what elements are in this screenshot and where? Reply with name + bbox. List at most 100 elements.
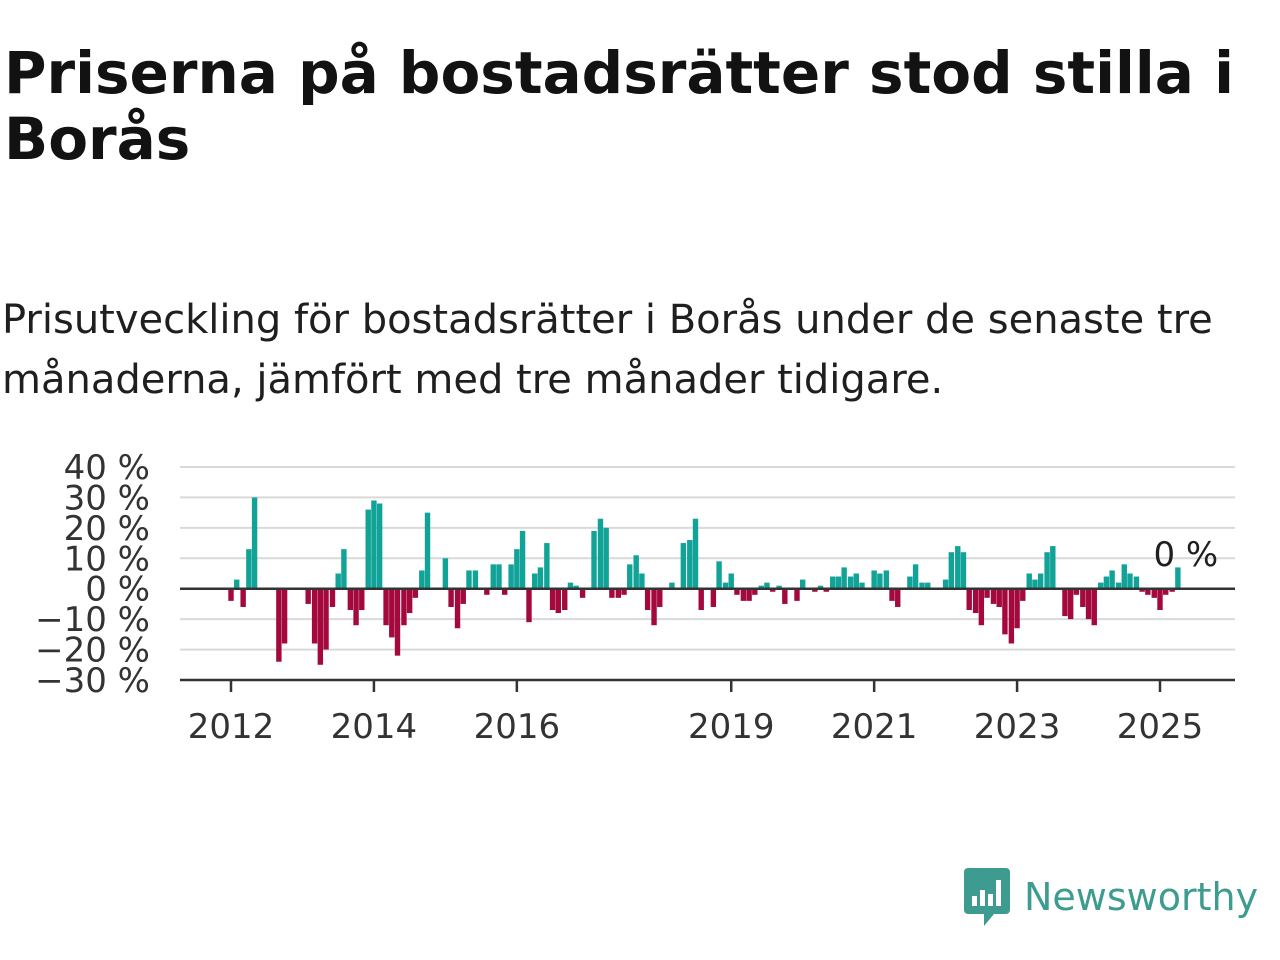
x-tick-label: 2019 <box>688 707 775 747</box>
x-tick-label: 2014 <box>331 707 418 747</box>
bar <box>562 588 568 611</box>
bar <box>942 579 949 589</box>
bar <box>1103 576 1110 589</box>
gridlines <box>180 466 1235 651</box>
x-tick-label: 2012 <box>188 707 275 747</box>
bar <box>335 573 341 589</box>
bar-chart: 40 %30 %20 %10 %0 %−10 %−20 %−30 % 2012 2… <box>35 448 1235 747</box>
bar <box>835 576 842 589</box>
bar <box>895 588 901 607</box>
bar <box>240 588 246 607</box>
bar <box>544 543 550 589</box>
bar <box>305 588 311 604</box>
bar <box>1163 588 1169 595</box>
bars <box>228 497 1181 665</box>
brand-name: Newsworthy <box>1024 875 1259 919</box>
bar <box>251 497 258 589</box>
bar <box>454 588 461 629</box>
x-tick-label: 2016 <box>474 707 561 747</box>
bar <box>341 549 347 589</box>
bar <box>329 588 336 607</box>
bar <box>365 509 371 589</box>
bar <box>323 588 329 650</box>
x-tick-label: 2021 <box>831 707 918 747</box>
x-axis-ticks: 2012 2014 2016 2019 2021 2023 2025 <box>188 680 1204 747</box>
bar <box>246 549 252 589</box>
bar <box>740 588 747 601</box>
bar <box>537 567 544 589</box>
bar <box>722 582 729 589</box>
bar <box>769 588 776 592</box>
bar <box>966 588 972 611</box>
bar <box>1008 588 1015 644</box>
bar <box>579 588 586 598</box>
bar <box>228 588 234 601</box>
bar <box>990 588 997 604</box>
bar <box>883 570 889 589</box>
bar <box>448 588 454 607</box>
bar <box>394 588 401 656</box>
y-tick-label: 0 % <box>85 570 150 610</box>
x-tick-label: 2025 <box>1117 707 1204 747</box>
bar <box>889 588 895 601</box>
bar <box>371 500 377 589</box>
bar <box>466 570 472 589</box>
bar <box>1062 588 1068 617</box>
bar <box>1097 582 1104 589</box>
bar <box>1067 588 1074 620</box>
chart-subtitle: Prisutveckling för bostadsrätter i Borås… <box>2 297 1213 403</box>
bar <box>424 512 431 589</box>
bar <box>1157 588 1163 611</box>
bar <box>1032 579 1038 589</box>
bar <box>859 582 865 589</box>
bar <box>710 588 717 607</box>
bar <box>799 579 806 589</box>
bar <box>1085 588 1092 620</box>
bar <box>960 552 967 589</box>
bar <box>234 579 240 589</box>
y-tick-label: 20 % <box>64 509 150 549</box>
bar <box>347 588 354 611</box>
bar <box>877 573 883 589</box>
bar <box>412 588 419 598</box>
bar <box>692 518 699 589</box>
bar <box>651 588 657 626</box>
bar <box>1044 552 1050 589</box>
bar <box>490 564 496 589</box>
bar <box>716 561 722 589</box>
bar <box>847 576 854 589</box>
bar <box>955 546 961 589</box>
bar <box>389 588 395 638</box>
bar <box>502 588 508 595</box>
bar <box>567 582 574 589</box>
y-tick-label: −30 % <box>35 661 150 701</box>
bar <box>633 555 639 589</box>
y-tick-label: −10 % <box>35 600 150 640</box>
bar <box>1020 588 1026 601</box>
axes <box>180 587 1235 682</box>
bar <box>1109 570 1115 589</box>
bar <box>555 588 561 614</box>
latest-value-label: 0 % <box>1153 535 1218 575</box>
bar <box>644 588 651 611</box>
y-axis-ticks: 40 %30 %20 %10 %0 %−10 %−20 %−30 % <box>35 448 150 701</box>
bar <box>1169 588 1175 592</box>
bar <box>752 588 758 595</box>
bar <box>925 582 931 589</box>
bar <box>406 588 413 614</box>
y-tick-label: 10 % <box>64 539 150 579</box>
bar <box>603 527 609 589</box>
bar <box>1115 582 1122 589</box>
bar <box>1139 588 1145 592</box>
bar <box>657 588 663 607</box>
bar <box>687 540 693 589</box>
bar <box>615 588 622 598</box>
bar <box>597 518 604 589</box>
bar <box>1151 588 1157 598</box>
bar <box>794 588 800 601</box>
bar <box>609 588 615 598</box>
bar <box>639 573 645 589</box>
bar <box>1026 573 1032 589</box>
bar <box>853 573 859 589</box>
bar <box>281 588 288 644</box>
